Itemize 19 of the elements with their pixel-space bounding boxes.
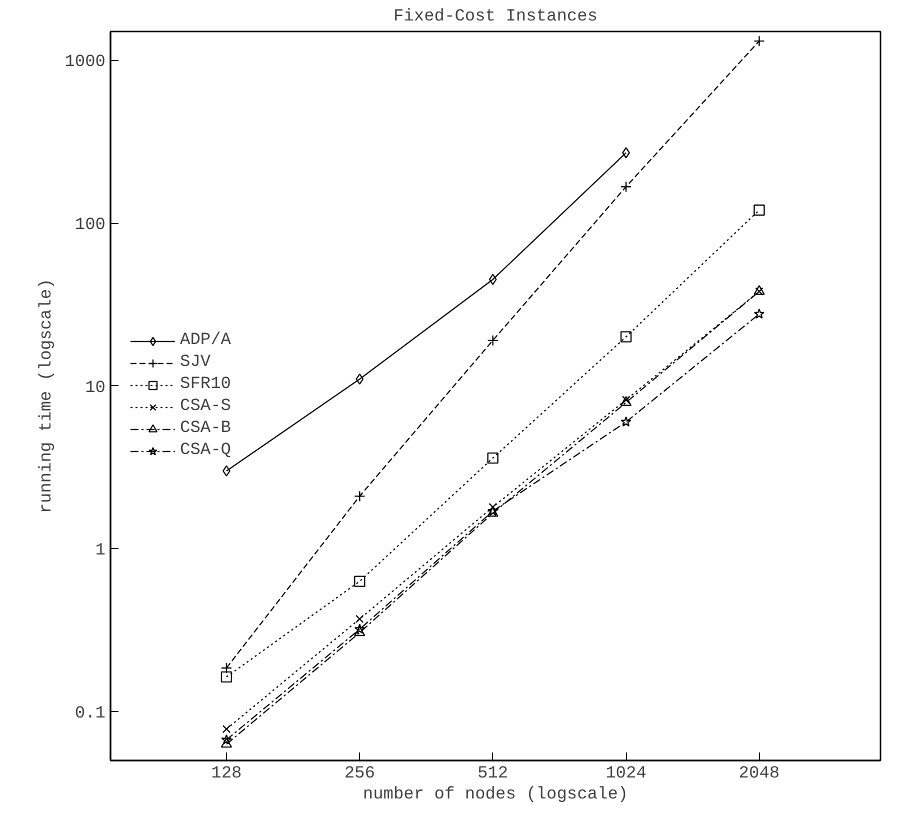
legend-label: CSA-S <box>180 397 232 416</box>
y-tick-label: 1 <box>95 542 106 561</box>
legend-label: ADP/A <box>180 331 232 350</box>
x-tick-label: 1024 <box>606 764 646 784</box>
y-axis-title: running time (logscale) <box>38 278 57 514</box>
y-tick-label: 1000 <box>64 53 106 72</box>
x-tick-label: 512 <box>478 764 508 784</box>
legend-label: SFR10 <box>180 375 232 394</box>
legend-label: SJV <box>180 353 211 372</box>
x-tick-label: 128 <box>211 764 242 784</box>
x-tick-label: 2048 <box>738 764 780 784</box>
legend-label: CSA-Q <box>180 441 232 460</box>
y-tick-label: 0.1 <box>74 704 106 724</box>
x-tick-label: 256 <box>344 764 375 784</box>
chart-title: Fixed-Cost Instances <box>393 8 598 26</box>
legend-label: CSA-B <box>180 419 232 438</box>
y-tick-label: 10 <box>85 378 106 398</box>
x-axis-title: number of nodes (logscale) <box>362 786 628 804</box>
y-tick-label: 100 <box>74 216 106 235</box>
